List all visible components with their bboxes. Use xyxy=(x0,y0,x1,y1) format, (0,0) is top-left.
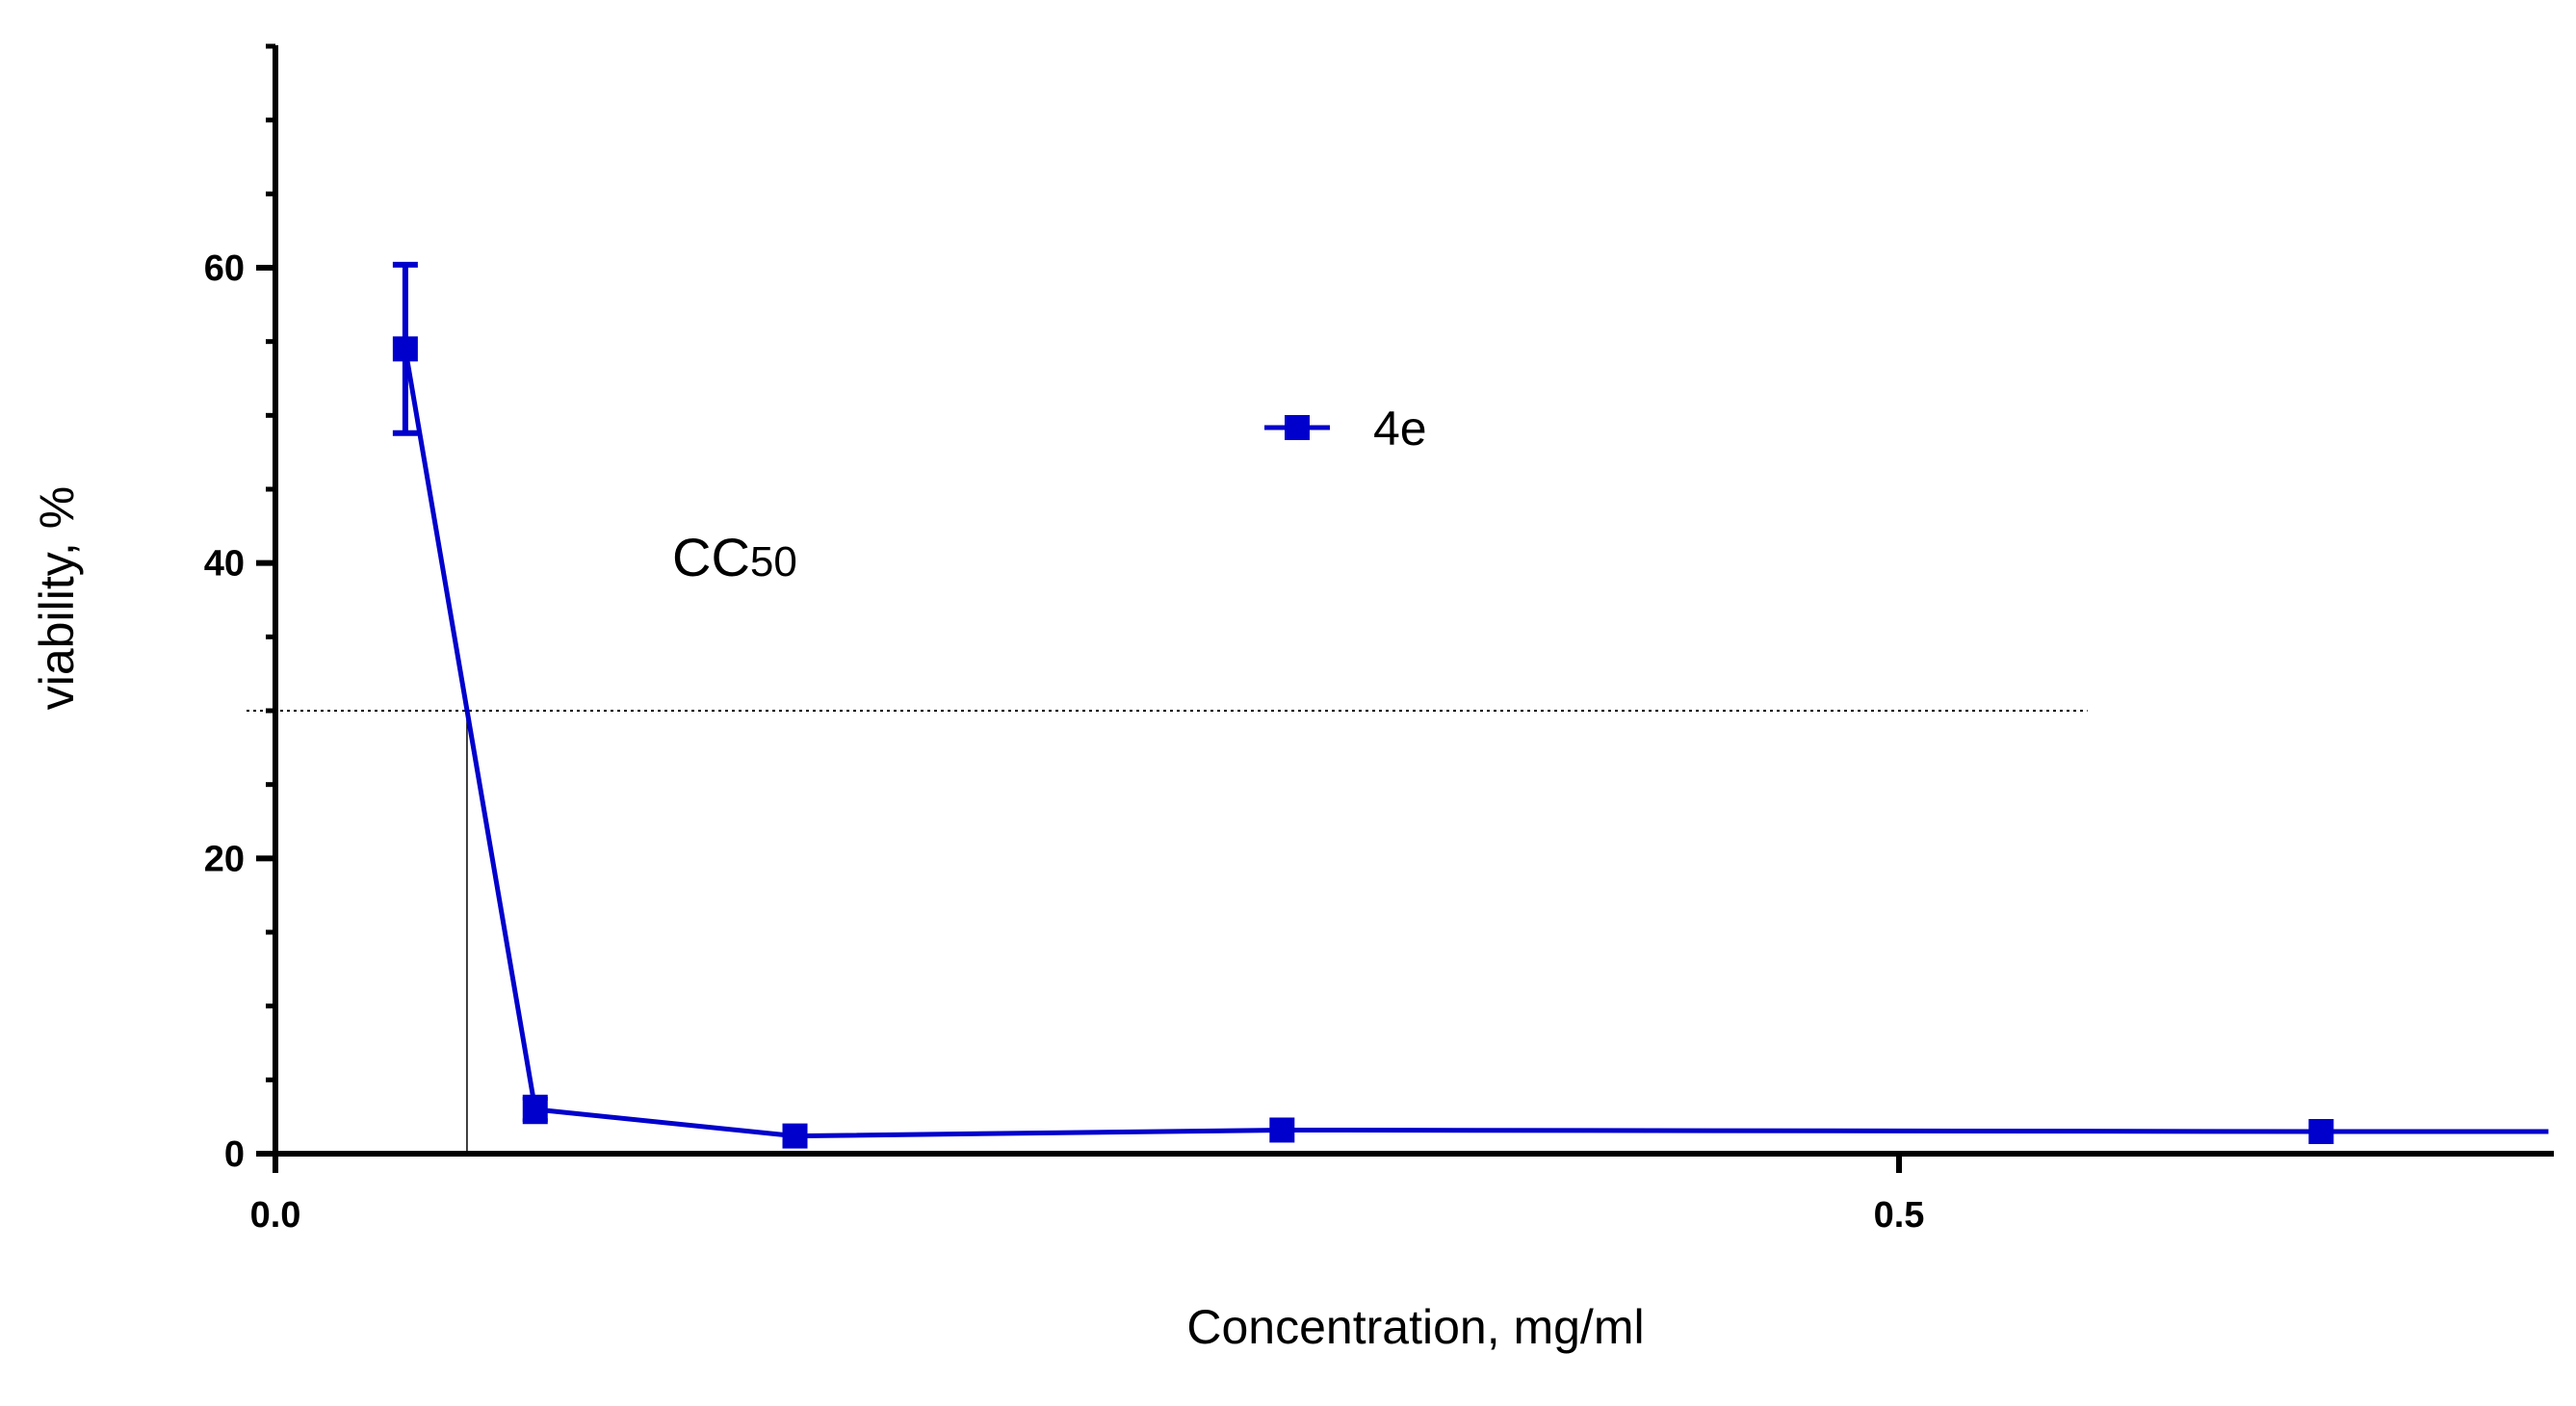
y-tick-label: 0 xyxy=(224,1134,245,1175)
x-tick-label: 0.0 xyxy=(250,1195,301,1236)
data-point-marker xyxy=(392,336,418,362)
y-tick-label: 20 xyxy=(204,839,245,879)
series-group xyxy=(392,261,2549,1149)
x-tick-label: 0.5 xyxy=(1874,1195,1925,1236)
data-point-marker xyxy=(522,1097,548,1122)
data-point-marker xyxy=(782,1123,808,1149)
y-axis-title: viability, % xyxy=(30,486,84,710)
reference-lines-group xyxy=(247,710,2088,1154)
legend-swatch-marker xyxy=(1285,415,1310,440)
cc50-annotation-subscript: 50 xyxy=(750,538,797,586)
y-tick-label: 60 xyxy=(204,248,245,289)
y-tick-label: 40 xyxy=(204,544,245,585)
legend-label: 4e xyxy=(1373,402,1427,456)
legend: 4e xyxy=(1264,402,1427,456)
y-ticks-group: 0 20 40 60 xyxy=(204,43,275,1175)
cc50-annotation: CC50 xyxy=(672,527,797,587)
data-point-marker xyxy=(1269,1117,1295,1143)
x-ticks-group: 0.0 0.5 xyxy=(250,1154,1925,1236)
cc50-annotation-main: CC xyxy=(672,527,750,587)
axes-group xyxy=(273,45,2554,1157)
series-line xyxy=(403,348,2549,1139)
x-axis-title: Concentration, mg/ml xyxy=(1186,1300,1644,1354)
data-point-marker xyxy=(2308,1119,2334,1144)
